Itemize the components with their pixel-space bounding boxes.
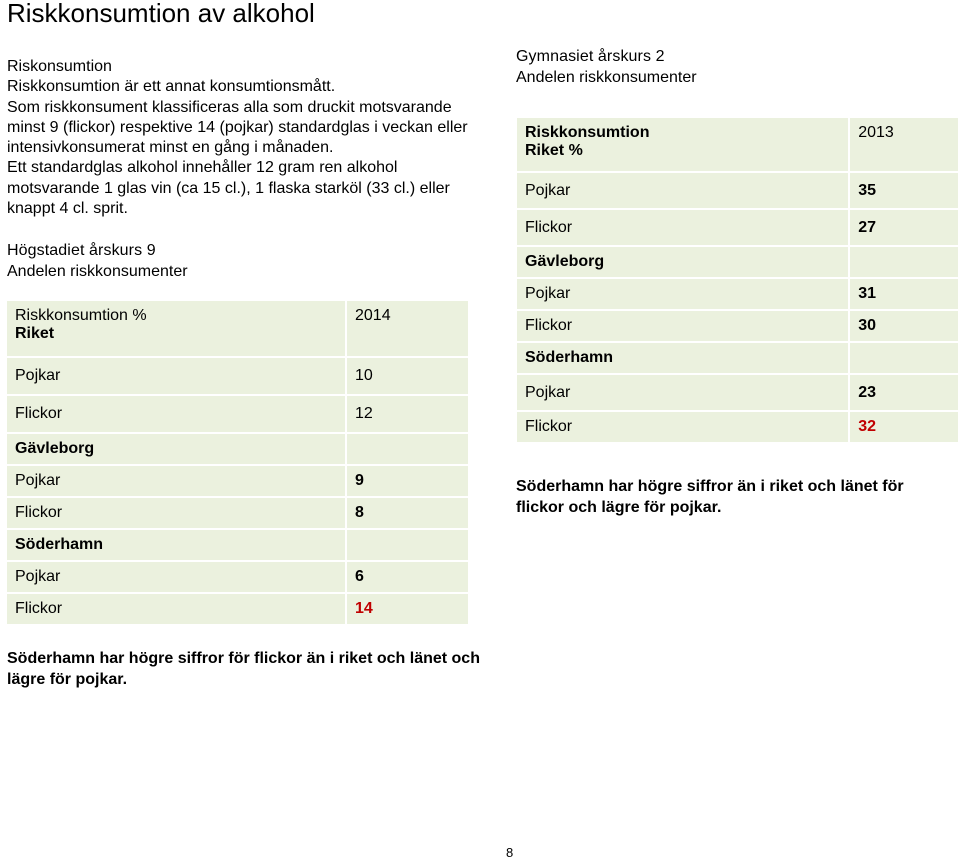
row-value: 10 [347, 358, 468, 394]
header-label-line2: Riket [15, 325, 55, 342]
intro-text: Riskonsumtion Riskkonsumtion är ett anna… [7, 57, 487, 219]
row-label: Flickor [517, 311, 849, 341]
gymnasiet-heading-subtitle: Andelen riskkonsumenter [516, 69, 697, 86]
table-header-label: Riskkonsumtion Riket % [517, 118, 849, 171]
header-label-line1: Riskkonsumtion % [15, 307, 147, 324]
table-header-label: Riskkonsumtion % Riket [7, 301, 345, 356]
table-row: Pojkar 23 [517, 375, 958, 410]
header-label-line2: Riket % [525, 142, 583, 159]
row-label: Flickor [7, 594, 345, 624]
row-value: 23 [850, 375, 958, 410]
row-label: Flickor [7, 396, 345, 432]
table-row: Pojkar 31 [517, 279, 958, 309]
table-row: Flickor 27 [517, 210, 958, 245]
table-row: Pojkar 35 [517, 173, 958, 208]
row-value [850, 343, 958, 373]
row-label: Pojkar [517, 375, 849, 410]
row-value [347, 530, 468, 560]
table-row: Söderhamn [7, 530, 468, 560]
gymnasiet-heading: Gymnasiet årskurs 2 Andelen riskkonsumen… [516, 46, 697, 88]
table-row: Flickor 14 [7, 594, 468, 624]
header-label-line1: Riskkonsumtion [525, 124, 650, 141]
table-header-year: 2013 [850, 118, 958, 171]
table-row: Flickor 30 [517, 311, 958, 341]
hogstadiet-heading-title: Högstadiet årskurs 9 [7, 242, 156, 259]
row-label: Söderhamn [517, 343, 849, 373]
table-row: Pojkar 10 [7, 358, 468, 394]
row-value: 6 [347, 562, 468, 592]
row-value-highlight: 14 [347, 594, 468, 624]
row-value [347, 434, 468, 464]
row-value: 27 [850, 210, 958, 245]
table-header-row: Riskkonsumtion % Riket 2014 [7, 301, 468, 356]
row-label: Pojkar [7, 466, 345, 496]
table-row: Pojkar 6 [7, 562, 468, 592]
hogstadiet-heading-subtitle: Andelen riskkonsumenter [7, 263, 188, 280]
intro-paragraph-2: Som riskkonsument klassificeras alla som… [7, 98, 468, 157]
table-header-year: 2014 [347, 301, 468, 356]
row-label: Gävleborg [517, 247, 849, 277]
page-number: 8 [506, 845, 514, 860]
row-label: Flickor [7, 498, 345, 528]
gymnasiet-table: Riskkonsumtion Riket % 2013 Pojkar 35 Fl… [515, 116, 960, 444]
table-header-row: Riskkonsumtion Riket % 2013 [517, 118, 958, 171]
row-value: 31 [850, 279, 958, 309]
row-value: 8 [347, 498, 468, 528]
page-title: Riskkonsumtion av alkohol [7, 0, 315, 28]
row-value: 9 [347, 466, 468, 496]
gymnasiet-heading-title: Gymnasiet årskurs 2 [516, 48, 665, 65]
row-value: 12 [347, 396, 468, 432]
table-row: Pojkar 9 [7, 466, 468, 496]
table-row: Flickor 8 [7, 498, 468, 528]
row-label: Flickor [517, 210, 849, 245]
row-label: Söderhamn [7, 530, 345, 560]
table-row: Flickor 32 [517, 412, 958, 442]
table-row: Flickor 12 [7, 396, 468, 432]
intro-paragraph-3: Ett standardglas alkohol innehåller 12 g… [7, 159, 450, 218]
row-label: Pojkar [7, 562, 345, 592]
row-label: Gävleborg [7, 434, 345, 464]
table-row: Gävleborg [517, 247, 958, 277]
row-value: 30 [850, 311, 958, 341]
row-value-highlight: 32 [850, 412, 958, 442]
intro-paragraph-1: Riskkonsumtion är ett annat konsumtionsm… [7, 78, 336, 96]
hogstadiet-heading: Högstadiet årskurs 9 Andelen riskkonsume… [7, 240, 188, 282]
row-value: 35 [850, 173, 958, 208]
hogstadiet-table: Riskkonsumtion % Riket 2014 Pojkar 10 Fl… [5, 299, 470, 626]
table-row: Söderhamn [517, 343, 958, 373]
row-label: Pojkar [517, 173, 849, 208]
row-value [850, 247, 958, 277]
table-row: Gävleborg [7, 434, 468, 464]
row-label: Pojkar [517, 279, 849, 309]
intro-heading: Riskonsumtion [7, 58, 112, 75]
row-label: Flickor [517, 412, 849, 442]
row-label: Pojkar [7, 358, 345, 394]
hogstadiet-conclusion: Söderhamn har högre siffror för flickor … [7, 650, 480, 688]
gymnasiet-conclusion: Söderhamn har högre siffror än i riket o… [516, 478, 904, 516]
